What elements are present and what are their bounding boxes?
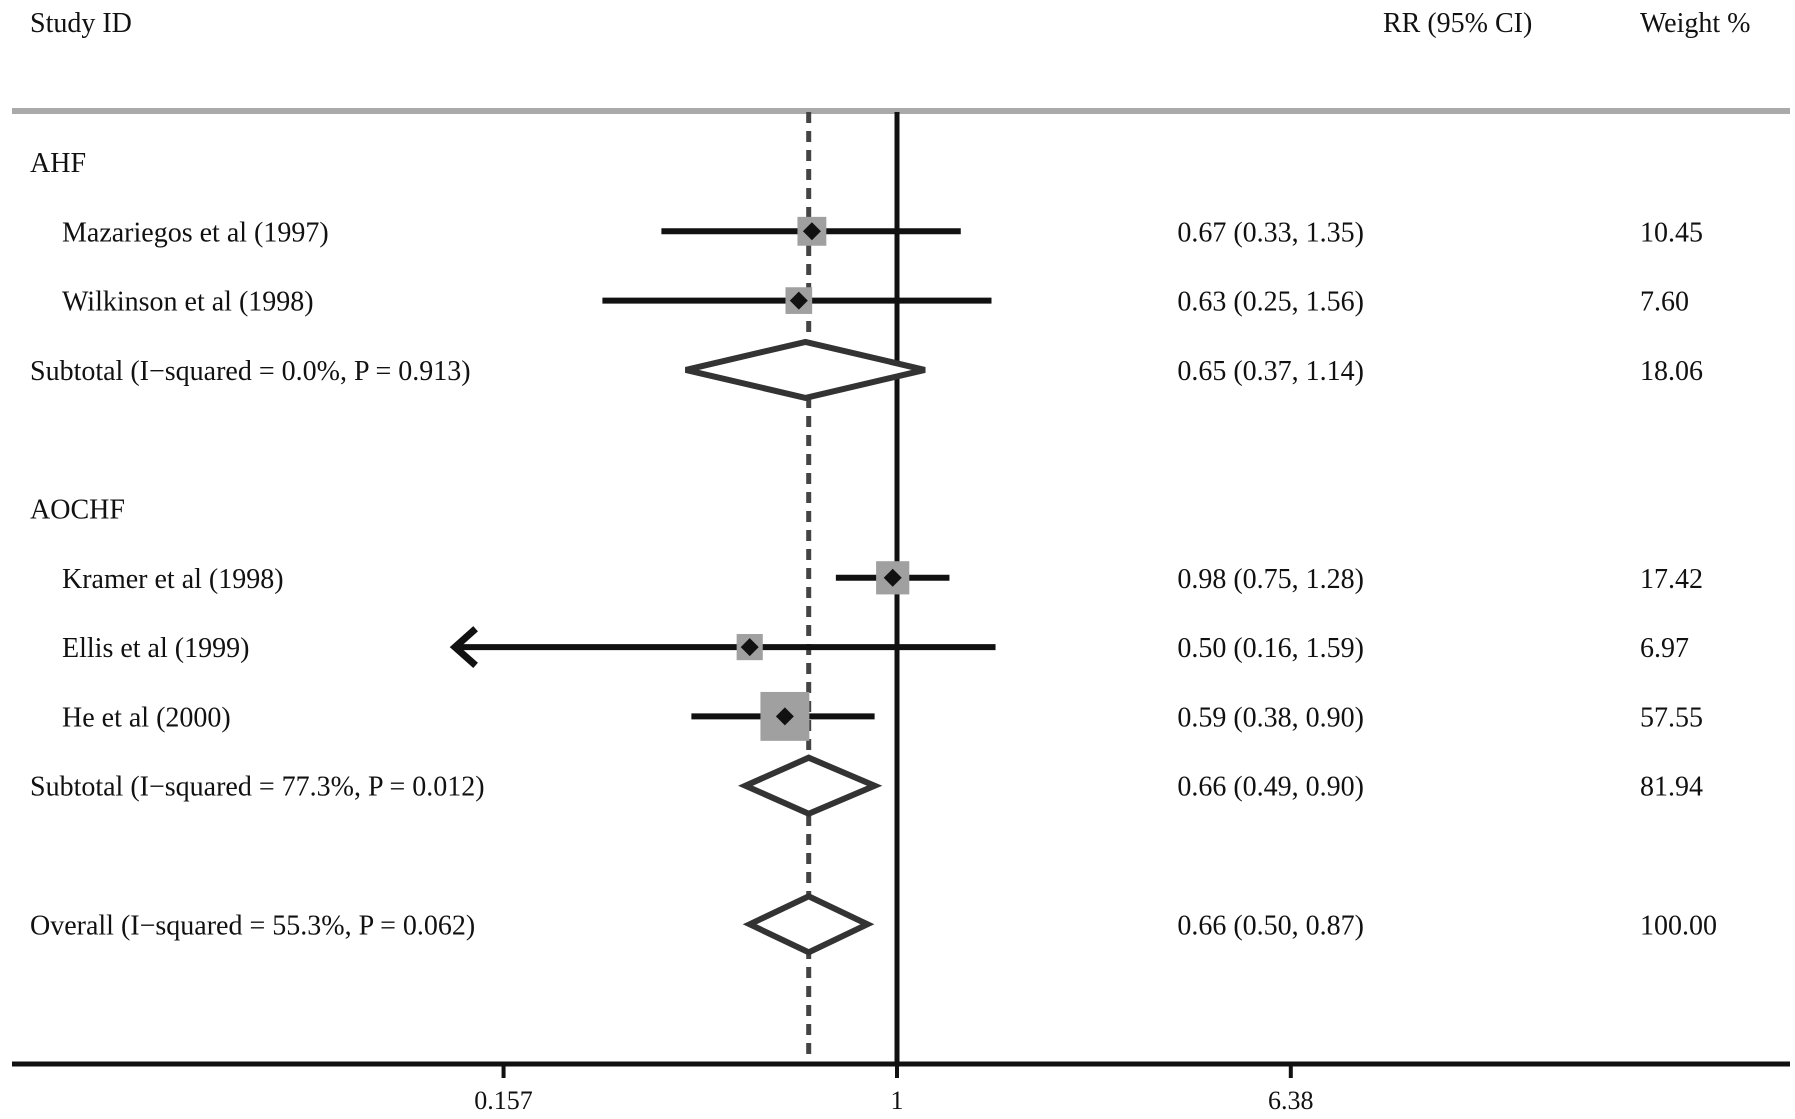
x-tick-label: 0.157 — [474, 1086, 533, 1115]
header-study-id: Study ID — [30, 8, 132, 39]
rr-ci-value: 0.67 (0.33, 1.35) — [1177, 217, 1364, 248]
subtotal-diamond — [737, 754, 883, 817]
weight-value: 7.60 — [1640, 287, 1689, 318]
subtotal-label: Subtotal (I−squared = 77.3%, P = 0.012) — [30, 772, 485, 803]
header-weight: Weight % — [1640, 8, 1751, 39]
point-estimate-marker — [802, 222, 821, 241]
overall-diamond — [742, 892, 875, 956]
point-estimate-marker — [789, 291, 808, 310]
study-label: He et al (2000) — [62, 702, 231, 733]
weight-value: 10.45 — [1640, 217, 1703, 248]
rr-ci-value: 0.65 (0.37, 1.14) — [1177, 356, 1364, 387]
study-label: Mazariegos et al (1997) — [62, 217, 329, 248]
header-rr-ci: RR (95% CI) — [1383, 8, 1532, 39]
overall-label: Overall (I−squared = 55.3%, P = 0.062) — [30, 910, 475, 941]
study-label: Ellis et al (1999) — [62, 633, 249, 664]
rr-ci-value: 0.66 (0.50, 0.87) — [1177, 910, 1364, 941]
weight-value: 17.42 — [1640, 564, 1703, 595]
point-estimate-marker — [740, 638, 759, 657]
ci-truncation-arrow — [449, 626, 478, 669]
x-tick-label: 6.38 — [1268, 1086, 1314, 1115]
group-label: AHF — [30, 148, 86, 179]
point-estimate-marker — [883, 568, 902, 587]
rr-ci-value: 0.59 (0.38, 0.90) — [1177, 702, 1364, 733]
rr-ci-value: 0.63 (0.25, 1.56) — [1177, 287, 1364, 318]
point-estimate-marker — [775, 707, 794, 726]
rr-ci-value: 0.98 (0.75, 1.28) — [1177, 564, 1364, 595]
weight-value: 100.00 — [1640, 910, 1717, 941]
rr-ci-value: 0.50 (0.16, 1.59) — [1177, 633, 1364, 664]
weight-value: 81.94 — [1640, 772, 1703, 803]
weight-value: 6.97 — [1640, 633, 1689, 664]
x-tick-label: 1 — [891, 1086, 904, 1115]
rr-ci-value: 0.66 (0.49, 0.90) — [1177, 772, 1364, 803]
subtotal-label: Subtotal (I−squared = 0.0%, P = 0.913) — [30, 356, 471, 387]
weight-value: 57.55 — [1640, 702, 1703, 733]
study-label: Kramer et al (1998) — [62, 564, 284, 595]
subtotal-diamond — [685, 338, 926, 401]
study-label: Wilkinson et al (1998) — [62, 287, 314, 318]
weight-value: 18.06 — [1640, 356, 1703, 387]
group-label: AOCHF — [30, 495, 125, 526]
